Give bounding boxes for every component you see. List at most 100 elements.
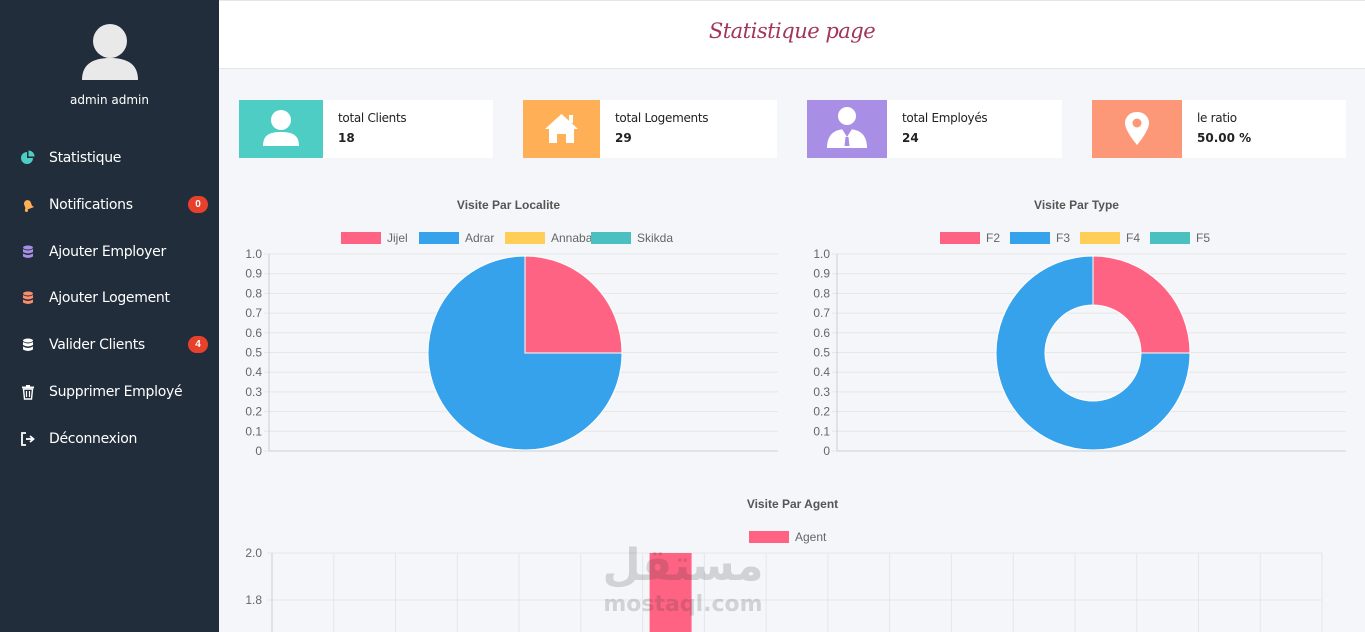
legend-item[interactable]: F5: [1150, 231, 1210, 245]
pie-chart-icon: [21, 150, 35, 164]
notification-count-badge: 0: [188, 196, 208, 213]
card-value: 50.00 %: [1197, 131, 1252, 145]
legend-item[interactable]: F2: [940, 231, 1000, 245]
y-tick-label: 0.6: [813, 326, 830, 340]
y-tick-label: 2.0: [245, 546, 262, 560]
y-tick-label: 0.2: [813, 405, 830, 419]
stat-card-ratio: le ratio 50.00 %: [1092, 100, 1346, 158]
chart-title: Visite Par Agent: [746, 497, 839, 511]
chart-title: Visite Par Type: [1034, 198, 1119, 212]
y-tick-label: 0.9: [813, 267, 830, 281]
legend-swatch: [1010, 232, 1050, 244]
card-icon-box: [239, 100, 323, 158]
y-tick-label: 0.7: [245, 306, 262, 320]
card-label: total Employés: [902, 111, 988, 125]
sidebar-item-label: Supprimer Employé: [49, 384, 183, 400]
chart-title: Visite Par Localite: [456, 198, 561, 212]
user-name: admin admin: [69, 93, 149, 107]
sidebar: admin admin Statistique Notifications 0 …: [0, 0, 219, 632]
sidebar-item-label: Valider Clients: [49, 337, 145, 353]
legend-swatch: [419, 232, 459, 244]
legend-label: Annaba: [551, 231, 593, 245]
card-label: le ratio: [1197, 111, 1237, 125]
legend-item[interactable]: Jijel: [341, 231, 408, 245]
y-tick-label: 0.5: [245, 346, 262, 360]
pending-clients-badge: 4: [188, 336, 208, 353]
card-label: total Clients: [338, 111, 407, 125]
legend-label: Jijel: [387, 231, 408, 245]
employee-icon: [827, 107, 867, 148]
sidebar-item-ajouter-logement[interactable]: Ajouter Logement: [0, 278, 219, 318]
legend-item[interactable]: Annaba: [505, 231, 592, 245]
map-marker-icon: [1125, 112, 1149, 145]
legend-swatch: [341, 232, 381, 244]
sidebar-item-label: Notifications: [49, 197, 133, 213]
y-tick-label: 0: [255, 444, 262, 458]
y-tick-label: 1.0: [813, 247, 830, 261]
pie-slice-f2[interactable]: [1092, 255, 1191, 354]
database-icon: [23, 245, 33, 258]
y-tick-label: 0.2: [245, 405, 262, 419]
legend-label: Agent: [795, 530, 827, 544]
localite-pie-chart: 1.0 0.9 0.8 0.7 0.6 0.5 0.4 0.3 0.2 0.1 0: [245, 247, 778, 458]
legend-label: F4: [1126, 231, 1141, 245]
y-tick-label: 0.4: [245, 365, 262, 379]
sidebar-item-statistique[interactable]: Statistique: [0, 138, 219, 178]
legend-label: Skikda: [637, 231, 674, 245]
home-icon: [545, 114, 578, 143]
stat-card-clients: total Clients 18: [239, 100, 493, 158]
legend-item[interactable]: Agent: [749, 530, 826, 544]
sidebar-item-deconnexion[interactable]: Déconnexion: [0, 419, 219, 459]
sidebar-item-ajouter-employer[interactable]: Ajouter Employer: [0, 232, 219, 272]
user-avatar-icon: [82, 24, 138, 80]
bar-agent[interactable]: [649, 553, 692, 632]
card-label: total Logements: [615, 111, 709, 125]
legend-item[interactable]: Skikda: [591, 231, 673, 245]
legend-swatch: [505, 232, 545, 244]
y-tick-label: 1.8: [245, 593, 262, 607]
legend-item[interactable]: F4: [1080, 231, 1140, 245]
card-icon-box: [1092, 100, 1182, 158]
legend-swatch: [749, 531, 789, 543]
y-tick-label: 0.1: [813, 424, 830, 438]
y-tick-label: 0.3: [813, 385, 830, 399]
legend-label: F2: [986, 231, 1001, 245]
legend-swatch: [1150, 232, 1190, 244]
card-icon-box: [523, 100, 600, 158]
pie-slice-jijel[interactable]: [524, 255, 623, 354]
sidebar-item-supprimer-employe[interactable]: Supprimer Employé: [0, 372, 219, 412]
legend-item[interactable]: Adrar: [419, 231, 494, 245]
legend-swatch: [1080, 232, 1120, 244]
legend-label: F3: [1056, 231, 1071, 245]
card-value: 24: [902, 131, 919, 145]
user-icon: [263, 110, 299, 146]
pie-slice-f3[interactable]: [995, 255, 1191, 451]
page-title: Statistique page: [708, 19, 876, 43]
sidebar-item-notifications[interactable]: Notifications 0: [0, 185, 219, 225]
sign-out-icon: [21, 432, 35, 446]
database-icon: [23, 338, 33, 351]
stat-card-logements: total Logements 29: [523, 100, 777, 158]
trash-icon: [22, 385, 34, 400]
sidebar-item-label: Ajouter Employer: [49, 244, 166, 260]
legend-swatch: [940, 232, 980, 244]
bell-icon: [23, 200, 35, 212]
legend-label: Adrar: [465, 231, 495, 245]
y-tick-label: 0.8: [813, 286, 830, 300]
y-tick-label: 0.3: [245, 385, 262, 399]
pie-slice-adrar[interactable]: [427, 255, 623, 451]
sidebar-item-label: Statistique: [49, 150, 122, 166]
y-tick-label: 0.8: [245, 286, 262, 300]
agent-bar-chart: 2.0 1.8: [245, 546, 1323, 632]
card-value: 18: [338, 131, 355, 145]
type-doughnut-chart: 1.0 0.9 0.8 0.7 0.6 0.5 0.4 0.3 0.2 0.1 0: [813, 247, 1346, 458]
page-header: Statistique page: [219, 0, 1365, 69]
legend-item[interactable]: F3: [1010, 231, 1070, 245]
card-icon-box: [807, 100, 887, 158]
y-tick-label: 0.4: [813, 365, 830, 379]
y-tick-label: 0.6: [245, 326, 262, 340]
sidebar-item-label: Déconnexion: [49, 431, 138, 447]
legend-swatch: [591, 232, 631, 244]
sidebar-item-valider-clients[interactable]: Valider Clients 4: [0, 325, 219, 365]
database-icon: [23, 291, 33, 304]
